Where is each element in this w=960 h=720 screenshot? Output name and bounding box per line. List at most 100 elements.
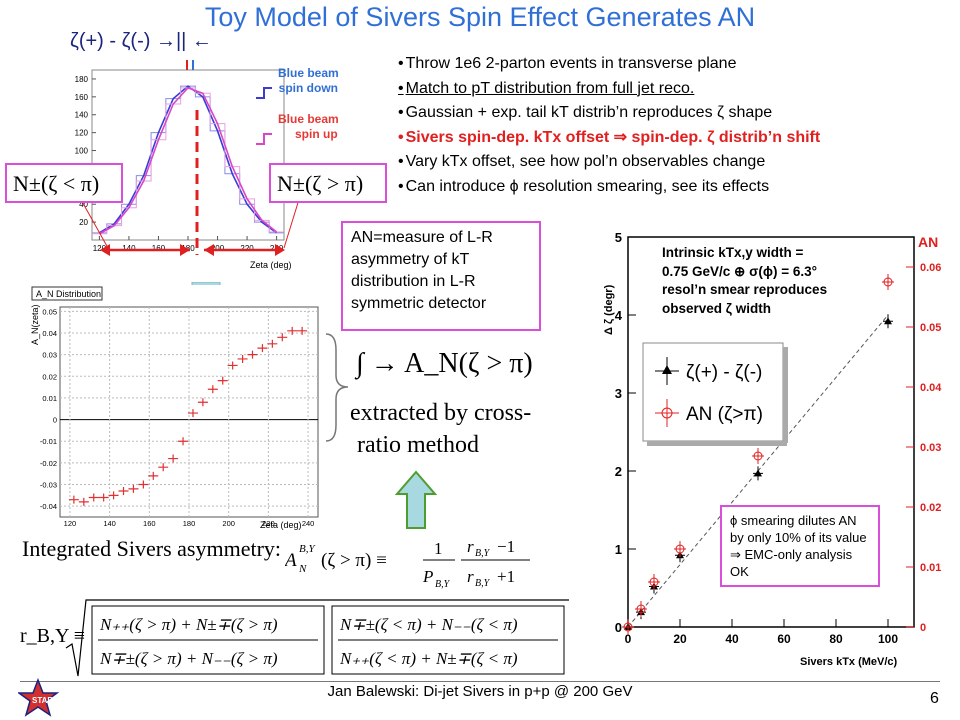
bullet-5: Vary kTx offset, see how pol’n observabl… <box>398 150 820 175</box>
an-data-point <box>158 463 169 472</box>
an-data-point <box>197 398 208 407</box>
an-y-tick-label: -0.04 <box>40 502 57 511</box>
up-arrow-icon <box>395 470 437 529</box>
an-x-tick-label: 240 <box>302 519 315 528</box>
an-data-point <box>257 344 268 353</box>
right-plot-xlabel: Sivers kTx (MeV/c) <box>800 656 898 668</box>
an-xlabel: Zeta (deg) <box>260 520 302 530</box>
an-point <box>883 277 893 287</box>
hist-fit-curve <box>99 86 278 235</box>
right-x-tick-label: 60 <box>777 632 791 646</box>
right-x-tick-label: 80 <box>829 632 843 646</box>
svg-text:(ζ > π) ≡: (ζ > π) ≡ <box>321 550 387 571</box>
smearing-note-box: ϕ smearing dilutes AN by only 10% of its… <box>720 505 880 587</box>
circle-marker-icon <box>661 407 673 419</box>
slide-title: Toy Model of Sivers Spin Effect Generate… <box>204 2 756 32</box>
right-y2-tick-label: 0 <box>920 622 926 634</box>
hist-y-tick-label: 100 <box>75 147 89 156</box>
right-y-tick-label: 1 <box>615 542 622 557</box>
an-x-tick-label: 120 <box>64 519 77 528</box>
bullet-3: Gaussian + exp. tail kT distrib’n reprod… <box>398 101 820 126</box>
right-y2-tick-label: 0.01 <box>920 562 941 574</box>
an-data-point <box>68 495 79 504</box>
n-left-box: N±(ζ < π) <box>5 163 123 203</box>
legend-an: AN (ζ>π) <box>686 404 763 425</box>
an-data-point <box>88 493 99 502</box>
bullet-1: Throw 1e6 2-parton events in transverse … <box>398 52 820 77</box>
an-y-tick-label: 0.01 <box>42 394 57 403</box>
n-right-box: N±(ζ > π) <box>269 163 387 203</box>
an-point <box>753 451 763 461</box>
hist-y-tick-label: 160 <box>75 93 89 102</box>
right-x-tick-label: 0 <box>625 632 632 646</box>
an-point <box>675 544 685 554</box>
right-plot-ticks: 0 1 2 3 4 5 0 0.01 0.02 0.03 0.04 0.05 0.06 0 20 40 60 80… <box>615 230 943 646</box>
hist-fit-curve <box>98 85 278 234</box>
brace-icon <box>325 333 349 442</box>
an-data-point <box>237 354 248 363</box>
an-data-point <box>108 491 119 500</box>
an-distribution-plot: A_N Distribution -0.04 -0.03 -0.02 -0.01 0 0.… <box>28 285 328 530</box>
hist-x-tick-label: 160 <box>152 244 166 253</box>
right-y2-tick-label: 0.03 <box>920 442 941 454</box>
right-y2-tick-label: 0.05 <box>920 322 941 334</box>
hist-x-tick-label: 120 <box>93 244 107 253</box>
hist-x-tick-label: 200 <box>211 244 225 253</box>
extracted-line-2: ratio method <box>357 432 479 458</box>
intrinsic-width-note: Intrinsic kTx,y width = 0.75 GeV/c ⊕ σ(ϕ… <box>662 245 828 316</box>
an-plot-title: A_N Distribution <box>36 289 101 299</box>
an-data-point <box>118 487 129 496</box>
right-x-tick-label: 100 <box>878 632 898 646</box>
integral-formula: ∫ → A_N(ζ > π) <box>356 348 533 379</box>
svg-text:r: r <box>467 567 474 586</box>
right-y-tick-label: 5 <box>615 230 622 245</box>
an-x-tick-label: 200 <box>222 519 235 528</box>
an-data-point <box>148 471 159 480</box>
an-data-point <box>128 484 139 493</box>
an-y-tick-label: 0 <box>53 416 57 425</box>
an-y-tick-label: 0.04 <box>42 329 57 338</box>
beam-down-glyph <box>256 87 272 99</box>
right-x-tick-label: 40 <box>725 632 739 646</box>
triangle-marker-icon <box>662 365 672 374</box>
svg-text:B,Y: B,Y <box>299 543 316 555</box>
svg-text:1: 1 <box>434 539 443 558</box>
bullet-4: Sivers spin-dep. kTx offset ⇒ spin-dep. … <box>398 126 821 151</box>
footer-divider <box>20 681 940 682</box>
bullet-6: Can introduce ϕ resolution smearing, see… <box>398 175 820 200</box>
an-data-point <box>98 493 109 502</box>
hist-curves <box>92 85 284 235</box>
an-data-point <box>207 385 218 394</box>
svg-text:N∓±(ζ > π) + N₋₋(ζ > π): N∓±(ζ > π) + N₋₋(ζ > π) <box>99 649 278 668</box>
hist-y-ticks: 20406080100120140160180 <box>75 75 96 227</box>
an-x-tick-label: 160 <box>143 519 156 528</box>
beam-up-label: Blue beam spin up <box>278 112 339 141</box>
footer-text: Jan Balewski: Di-jet Sivers in p+p @ 200… <box>327 683 633 700</box>
right-y-tick-label: 3 <box>615 386 622 401</box>
right-plot-points <box>622 274 894 635</box>
right-y2-tick-label: 0.02 <box>920 502 941 514</box>
legend-box <box>642 342 784 442</box>
svg-text:B,Y: B,Y <box>435 579 451 590</box>
an-x-tick-label: 180 <box>183 519 196 528</box>
right-y-tick-label: 4 <box>615 308 623 323</box>
an-data-point <box>247 350 258 359</box>
an-points <box>68 326 308 506</box>
hist-x-tick-label: 140 <box>122 244 136 253</box>
hist-x-tick-label: 220 <box>240 244 254 253</box>
an-data-point <box>287 326 298 335</box>
hist-xlabel: Zeta (deg) <box>250 260 292 270</box>
right-x-tick-label: 20 <box>673 632 687 646</box>
right-y2-tick-label: 0.06 <box>920 262 941 274</box>
an-grid: -0.04 -0.03 -0.02 -0.01 0 0.01 0.02 0.03 0.04 0.0… <box>40 307 318 528</box>
hist-y-tick-label: 140 <box>75 111 89 120</box>
right-y-tick-label: 2 <box>615 464 622 479</box>
bullet-list: Throw 1e6 2-parton events in transverse … <box>398 52 821 200</box>
beam-up-glyph <box>256 133 272 145</box>
right-plot-ylabel: Δ ζ (degr) <box>603 284 615 335</box>
an-point <box>649 577 659 587</box>
svg-text:STAR: STAR <box>32 696 53 705</box>
zeta-histogram: 20406080100120140160180 1201401601802002… <box>69 60 306 270</box>
legend-zeta-diff: ζ(+) - ζ(-) <box>686 362 762 383</box>
an-y-tick-label: -0.03 <box>40 481 57 490</box>
